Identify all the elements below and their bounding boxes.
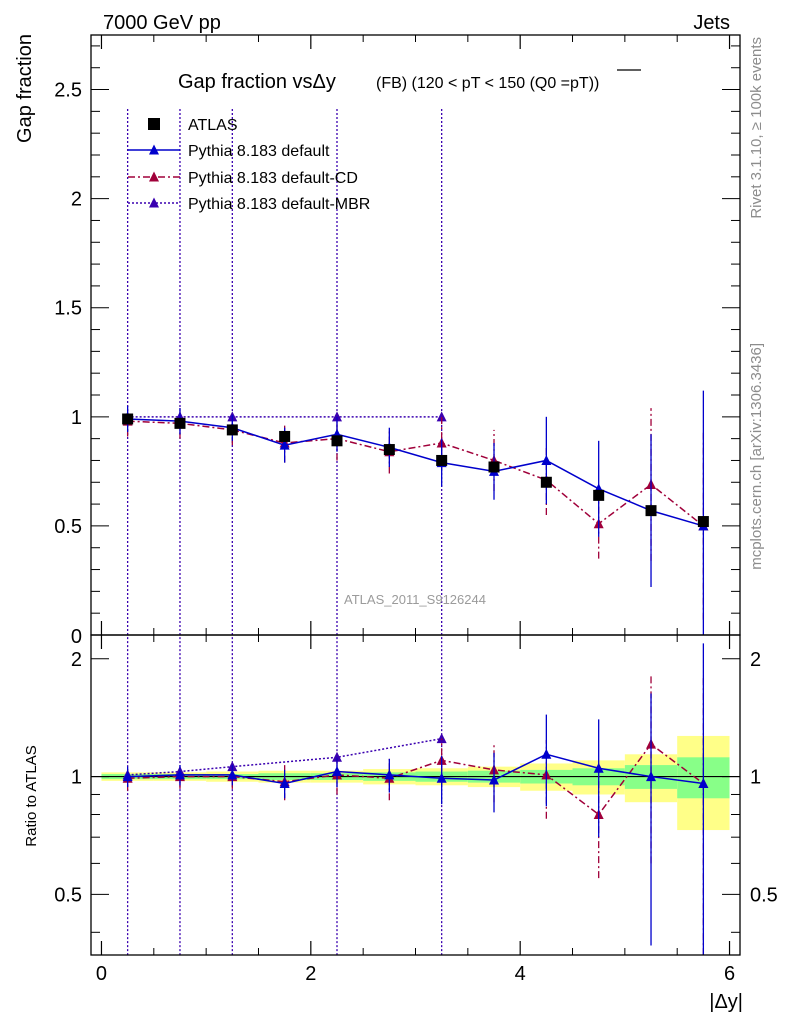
- ratio-s2-marker-4: [331, 766, 342, 777]
- legend-marker-1: [149, 144, 159, 155]
- legend-label-3: Pythia 8.183 default-MBR: [188, 196, 370, 213]
- ratio-s2-marker-6: [436, 772, 447, 783]
- main-atlas-point-9: [593, 489, 605, 501]
- ratio-s0-marker-3: [331, 751, 342, 762]
- ratio-s2-marker-3: [279, 778, 290, 789]
- main-s2-line: [127, 418, 704, 527]
- main-s2-marker-3: [279, 439, 290, 450]
- header-right: Jets: [693, 12, 730, 34]
- y-tick-label-ratio-right-0: 0.5: [750, 884, 778, 906]
- y-tick-label-main-2: 1.5: [54, 298, 82, 320]
- ratio-s2-marker-9: [593, 762, 604, 773]
- ratio-s2-line: [127, 753, 704, 785]
- y-tick-label-main-1: 1: [71, 407, 82, 429]
- y-tick-label-ratio-0: 0.5: [54, 884, 82, 906]
- ratio-s2-marker-10: [646, 771, 657, 782]
- legend-label-0: ATLAS: [188, 117, 238, 134]
- y-axis-label-main: Gap fraction: [14, 34, 36, 143]
- mcplots-label: mcplots.cern.ch [arXiv:1306.3436]: [748, 343, 765, 570]
- legend-label-1: Pythia 8.183 default: [188, 143, 330, 160]
- main-s2-marker-8: [541, 454, 552, 465]
- main-atlas-point-1: [174, 417, 186, 429]
- y-tick-label-ratio-right-1: 1: [750, 767, 761, 789]
- main-s1-line: [127, 420, 704, 527]
- y-tick-label-ratio-right-2: 2: [750, 649, 761, 671]
- main-atlas-point-4: [331, 435, 343, 447]
- ratio-s1-line: [127, 743, 704, 816]
- y-tick-label-ratio-1: 1: [71, 767, 82, 789]
- y-tick-label-main-4: 2.5: [54, 80, 82, 102]
- ratio-s2-marker-11: [698, 778, 709, 789]
- ratio-s2-marker-1: [174, 769, 185, 780]
- y-tick-label-main-3: 2: [71, 189, 82, 211]
- watermark: ATLAS_2011_S9126244: [344, 592, 486, 607]
- main-atlas-point-8: [540, 476, 552, 488]
- main-s0-marker-3: [331, 411, 342, 422]
- main-atlas-point-6: [436, 454, 448, 466]
- y-axis-label-ratio: Ratio to ATLAS: [23, 745, 40, 846]
- rivet-label: Rivet 3.1.10, ≥ 100k events: [748, 37, 765, 219]
- legend-marker-atlas: [148, 118, 160, 130]
- legend-marker-3: [149, 197, 159, 208]
- main-subtitle: (FB) (120 < pT < 150 (Q0 =pT)): [376, 75, 599, 92]
- header-left: 7000 GeV pp: [103, 12, 221, 34]
- ratio-s2-marker-2: [227, 769, 238, 780]
- x-tick-label-0: 0: [96, 963, 107, 985]
- ratio-s2-marker-5: [384, 769, 395, 780]
- x-tick-label-1: 2: [305, 963, 316, 985]
- x-tick-label-3: 6: [724, 963, 735, 985]
- main-atlas-point-7: [488, 461, 500, 473]
- main-atlas-point-0: [122, 413, 134, 425]
- main-s0-marker-4: [436, 411, 447, 422]
- x-axis-label: |Δy|: [709, 991, 743, 1013]
- main-title: Gap fraction vsΔy: [178, 71, 336, 93]
- ratio-s2-marker-8: [541, 748, 552, 759]
- main-atlas-point-2: [226, 424, 238, 436]
- main-atlas-point-10: [645, 505, 657, 517]
- ratio-s2-marker-0: [122, 771, 133, 782]
- main-atlas-point-3: [279, 430, 291, 442]
- main-atlas-point-5: [383, 444, 395, 456]
- legend-label-2: Pythia 8.183 default-CD: [188, 170, 358, 187]
- y-tick-label-ratio-2: 2: [71, 649, 82, 671]
- legend-marker-2: [149, 171, 159, 182]
- ratio-s2-marker-7: [489, 774, 500, 785]
- y-tick-label-main-zero: 0: [71, 626, 82, 648]
- ratio-s0-marker-4: [436, 733, 447, 744]
- y-tick-label-main-0: 0.5: [54, 516, 82, 538]
- x-tick-label-2: 4: [515, 963, 526, 985]
- main-atlas-point-11: [697, 516, 709, 528]
